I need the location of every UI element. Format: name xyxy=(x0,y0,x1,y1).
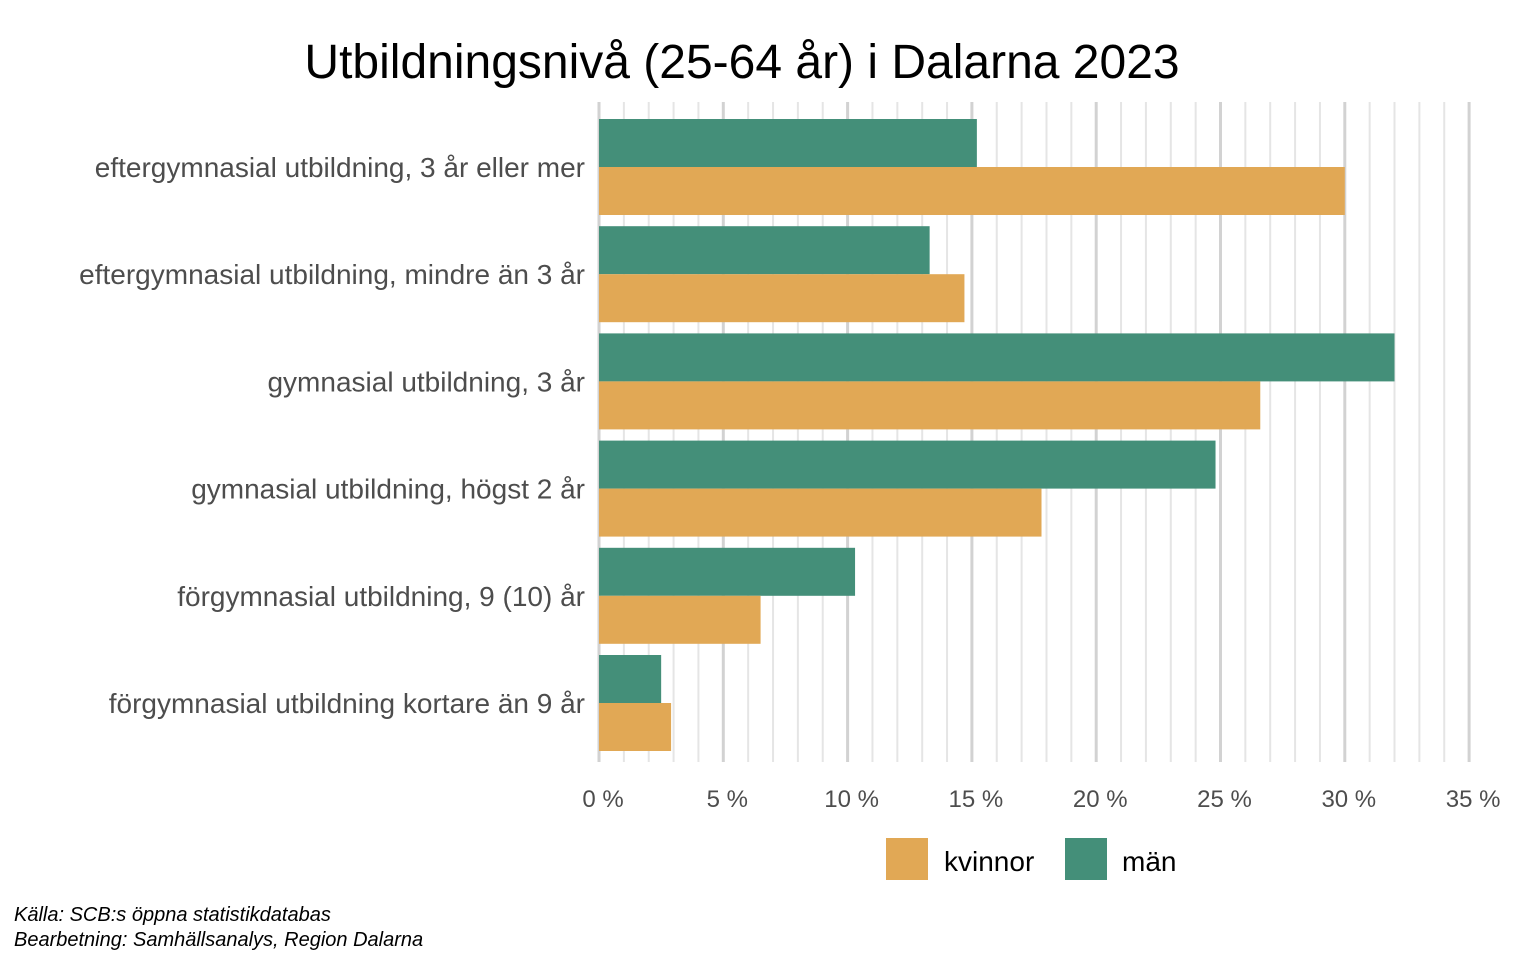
category-label: förgymnasial utbildning, 9 (10) år xyxy=(177,581,585,612)
category-label: eftergymnasial utbildning, 3 år eller me… xyxy=(95,152,585,183)
legend-label-man: män xyxy=(1122,846,1176,877)
bar-kvinnor-0 xyxy=(599,167,1345,215)
bar-kvinnor-1 xyxy=(599,274,965,323)
bar-man-1 xyxy=(599,226,930,275)
bar-man-4 xyxy=(599,547,856,596)
category-label: gymnasial utbildning, högst 2 år xyxy=(191,474,585,505)
bar-kvinnor-3 xyxy=(599,488,1042,537)
caption-source: Källa: SCB:s öppna statistikdatabas xyxy=(14,904,331,926)
x-tick-label: 10 % xyxy=(824,786,879,813)
bar-kvinnor-5 xyxy=(599,703,672,751)
bar-man-5 xyxy=(599,655,662,703)
x-tick-label: 30 % xyxy=(1321,786,1376,813)
legend-swatch-man xyxy=(1065,838,1107,880)
x-tick-label: 15 % xyxy=(949,786,1004,813)
category-labels: eftergymnasial utbildning, 3 år eller me… xyxy=(79,152,585,719)
x-axis-ticks: 0 % 5 % 10 % 15 % 20 % 25 % 30 % 35 % xyxy=(582,786,1500,813)
x-tick-label: 35 % xyxy=(1446,786,1501,813)
category-label: gymnasial utbildning, 3 år xyxy=(267,366,585,397)
bar-kvinnor-4 xyxy=(599,595,761,644)
x-tick-label: 25 % xyxy=(1197,786,1252,813)
caption-processing: Bearbetning: Samhällsanalys, Region Dala… xyxy=(14,929,423,951)
category-label: förgymnasial utbildning kortare än 9 år xyxy=(109,688,585,719)
bar-man-3 xyxy=(599,440,1216,489)
x-tick-label: 5 % xyxy=(707,786,748,813)
category-label: eftergymnasial utbildning, mindre än 3 å… xyxy=(79,259,585,290)
x-tick-label: 0 % xyxy=(582,786,623,813)
legend: kvinnor män xyxy=(886,838,1176,880)
bar-man-2 xyxy=(599,333,1395,382)
chart-title: Utbildningsnivå (25-64 år) i Dalarna 202… xyxy=(304,36,1179,89)
bars xyxy=(599,119,1395,751)
bar-kvinnor-2 xyxy=(599,381,1261,430)
x-tick-label: 20 % xyxy=(1073,786,1128,813)
legend-swatch-kvinnor xyxy=(886,838,928,880)
legend-label-kvinnor: kvinnor xyxy=(944,846,1034,877)
bar-man-0 xyxy=(599,119,977,167)
